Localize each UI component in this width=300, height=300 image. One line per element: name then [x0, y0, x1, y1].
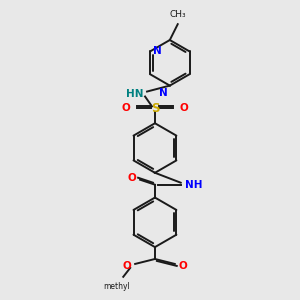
Text: O: O [128, 173, 136, 183]
Text: CH₃: CH₃ [169, 10, 186, 19]
Text: N: N [153, 46, 162, 56]
Text: O: O [180, 103, 188, 113]
Text: N: N [159, 88, 168, 98]
Text: HN: HN [126, 88, 143, 98]
Text: S: S [151, 102, 159, 115]
Text: methyl: methyl [103, 282, 130, 291]
Text: NH: NH [185, 180, 202, 190]
Text: O: O [122, 103, 130, 113]
Text: O: O [122, 261, 131, 271]
Text: O: O [179, 261, 188, 271]
